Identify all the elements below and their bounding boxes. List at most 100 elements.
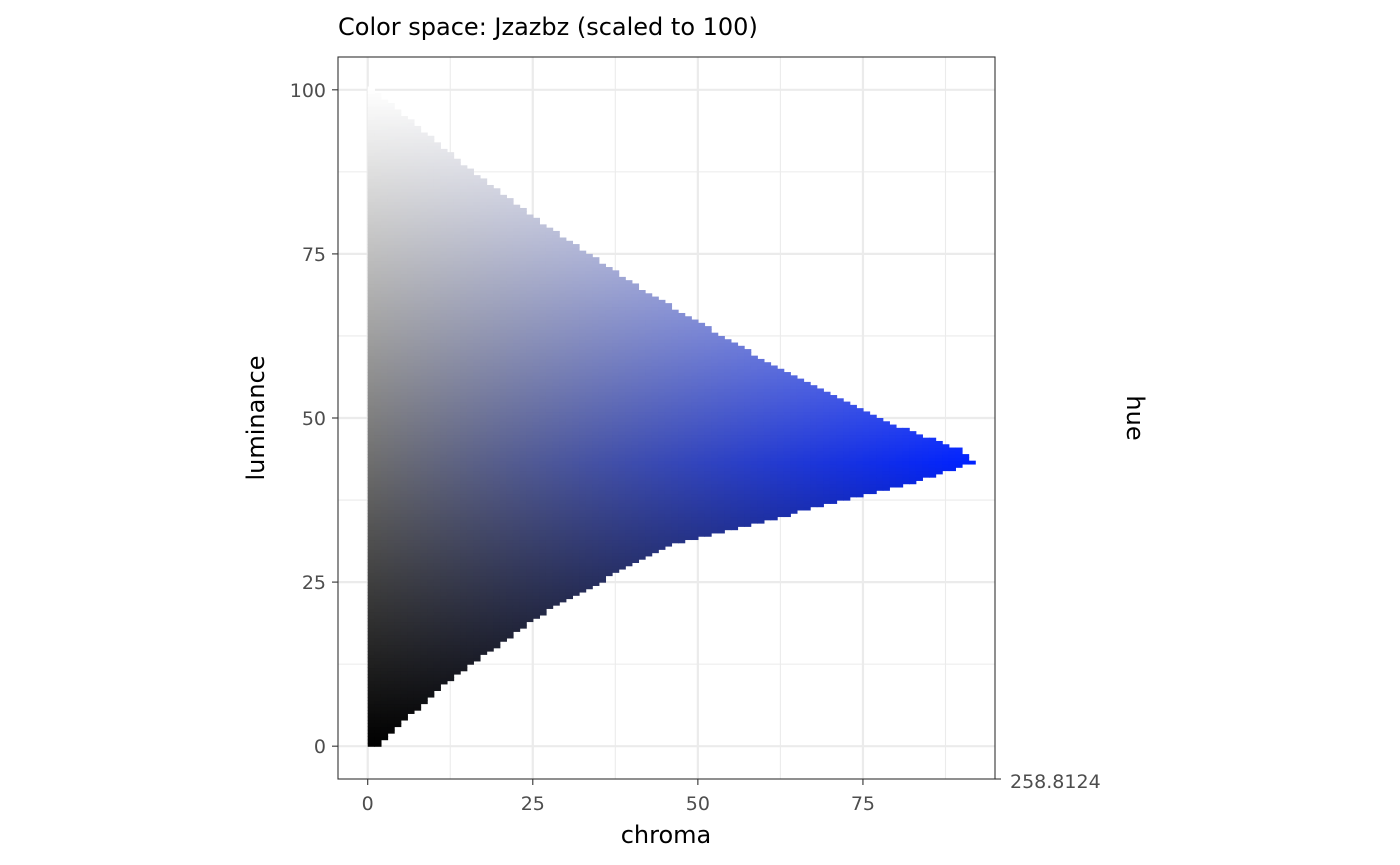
gamut-cell [803, 460, 811, 465]
gamut-cell [387, 614, 395, 619]
gamut-cell [717, 470, 725, 475]
gamut-cell [519, 490, 527, 495]
gamut-cell [928, 467, 937, 472]
gamut-cell [433, 637, 441, 642]
gamut-cell [770, 500, 778, 504]
gamut-cell [763, 444, 772, 449]
gamut-cell [763, 454, 772, 458]
gamut-cell [744, 421, 752, 426]
gamut-cell [579, 418, 587, 422]
gamut-cell [565, 470, 574, 475]
gamut-cell [645, 447, 653, 452]
gamut-cell [651, 404, 659, 409]
gamut-cell [486, 549, 494, 554]
gamut-cell [400, 641, 408, 646]
gamut-cell [585, 552, 593, 557]
gamut-cell [572, 588, 580, 593]
gamut-cell [407, 624, 415, 629]
gamut-cell [453, 421, 461, 426]
gamut-cell [902, 431, 910, 436]
gamut-cell [631, 552, 640, 557]
gamut-cell [671, 539, 679, 544]
gamut-cell [757, 437, 765, 442]
gamut-cell [869, 457, 877, 462]
gamut-cell [651, 447, 659, 452]
gamut-cell [545, 385, 554, 390]
gamut-cell [374, 431, 382, 436]
gamut-cell [460, 385, 468, 390]
gamut-cell [790, 460, 798, 465]
gamut-cell [849, 421, 857, 426]
gamut-cell [704, 427, 712, 432]
gamut-cell [519, 404, 527, 409]
gamut-cell [585, 398, 593, 403]
gamut-cell [512, 513, 521, 518]
gamut-cell [440, 637, 448, 642]
gamut-cell [691, 509, 699, 514]
gamut-cell [691, 385, 699, 390]
gamut-cell [499, 414, 507, 419]
gamut-cell [413, 408, 422, 413]
gamut-cell [829, 398, 838, 403]
gamut-cell [592, 542, 600, 547]
gamut-cell [572, 578, 580, 583]
gamut-cell [585, 447, 593, 452]
gamut-cell [413, 614, 422, 619]
gamut-cell [889, 457, 897, 462]
gamut-cell [691, 418, 699, 422]
gamut-cell [605, 509, 613, 514]
gamut-cell [460, 519, 468, 524]
gamut-cell [684, 457, 692, 462]
gamut-cell [796, 450, 805, 455]
gamut-cell [961, 460, 970, 465]
gamut-cell [697, 444, 706, 449]
gamut-cell [380, 483, 389, 488]
gamut-cell [572, 559, 580, 563]
gamut-cell [479, 555, 488, 560]
gamut-cell [407, 565, 415, 570]
gamut-cell [579, 529, 587, 534]
gamut-cell [453, 641, 461, 646]
gamut-cell [473, 516, 481, 521]
gamut-cell [466, 431, 474, 436]
gamut-cell [704, 477, 712, 481]
gamut-cell [691, 391, 699, 396]
gamut-cell [506, 562, 514, 567]
gamut-cell [559, 565, 567, 570]
gamut-cell [545, 496, 554, 501]
gamut-cell [638, 404, 646, 409]
gamut-cell [691, 424, 699, 429]
gamut-cell [684, 401, 692, 406]
gamut-cell [446, 545, 455, 550]
gamut-cell [909, 477, 917, 481]
gamut-cell [526, 591, 534, 596]
gamut-cell [678, 385, 686, 390]
gamut-cell [770, 385, 778, 390]
gamut-cell [460, 381, 468, 386]
gamut-cell [506, 418, 514, 422]
gamut-cell [453, 434, 461, 439]
gamut-cell [394, 388, 402, 393]
gamut-cell [473, 621, 481, 626]
gamut-cell [367, 398, 375, 403]
gamut-cell [506, 440, 514, 445]
gamut-cell [625, 460, 633, 465]
gamut-cell [810, 473, 818, 478]
gamut-cell [400, 595, 408, 600]
gamut-cell [552, 523, 560, 527]
gamut-cell [651, 437, 659, 442]
gamut-cell [737, 391, 745, 396]
gamut-cell [836, 440, 844, 445]
gamut-cell [433, 398, 441, 403]
gamut-cell [625, 500, 633, 504]
gamut-cell [466, 582, 474, 586]
gamut-cell [387, 549, 395, 554]
gamut-cell [770, 431, 778, 436]
gamut-cell [836, 490, 844, 495]
gamut-cell [526, 605, 534, 609]
gamut-cell [506, 496, 514, 501]
gamut-cell [843, 411, 851, 416]
gamut-cell [678, 431, 686, 436]
gamut-cell [704, 440, 712, 445]
gamut-cell [552, 568, 560, 573]
